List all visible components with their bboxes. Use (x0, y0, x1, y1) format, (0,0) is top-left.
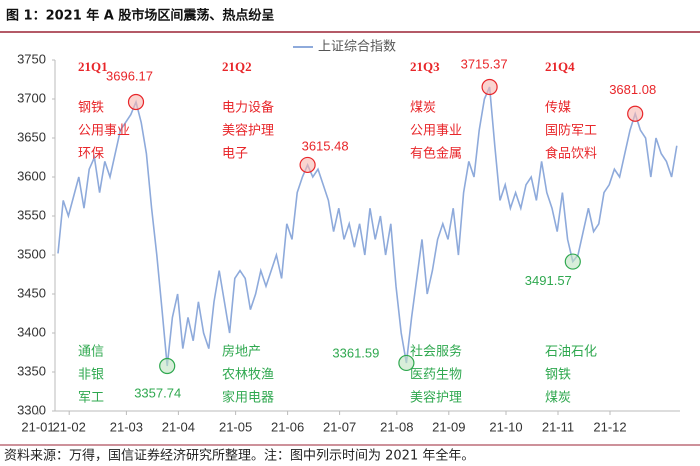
bottom-sector: 非银 (78, 368, 104, 383)
x-tick-label: 21-12 (593, 419, 626, 434)
top-sector: 公用事业 (78, 124, 130, 139)
top-sector: 美容护理 (222, 123, 274, 139)
bottom-sector: 煤炭 (545, 391, 571, 406)
bottom-sector: 军工 (78, 391, 104, 406)
x-tick-label: 21-02 (53, 419, 86, 434)
y-tick-label: 3550 (17, 207, 46, 222)
x-tick-label: 21-01 (21, 419, 54, 434)
point-label: 3696.17 (106, 68, 153, 83)
point-label: 3681.08 (609, 82, 656, 97)
highlight-point (127, 93, 145, 111)
highlight-point (398, 354, 415, 372)
top-sector: 公用事业 (410, 124, 462, 139)
y-tick-label: 3300 (17, 402, 46, 417)
y-tick-label: 3650 (17, 129, 46, 144)
point-label: 3361.59 (332, 345, 379, 360)
bottom-sector: 通信 (78, 345, 104, 360)
bottom-sector: 美容护理 (410, 390, 462, 406)
x-tick-label: 21-03 (110, 419, 143, 434)
bottom-sector: 房地产 (222, 344, 261, 360)
bottom-sector: 农林牧渔 (222, 368, 274, 383)
y-tick-label: 3600 (17, 168, 46, 183)
point-label: 3357.74 (134, 385, 181, 400)
quarter-label: 21Q2 (222, 59, 252, 74)
top-sector: 钢铁 (78, 101, 104, 116)
x-tick-label: 21-10 (489, 419, 522, 434)
quarter-label: 21Q1 (78, 59, 108, 74)
y-tick-label: 3700 (17, 90, 46, 105)
top-sector: 环保 (78, 147, 104, 162)
quarter-label: 21Q4 (545, 59, 575, 74)
source-note: 资料来源：万得，国信证券经济研究所整理。注：图中列示时间为 2021 年全年。 (4, 448, 474, 464)
top-sector: 电力设备 (222, 100, 274, 116)
y-tick-label: 3350 (17, 363, 46, 378)
x-tick-label: 21-09 (432, 419, 465, 434)
top-sector: 国防军工 (545, 123, 597, 139)
top-sector: 食品饮料 (545, 146, 597, 162)
x-tick-label: 21-07 (323, 419, 356, 434)
point-label: 3715.37 (461, 56, 508, 71)
highlight-point (159, 357, 176, 375)
bottom-sector: 钢铁 (545, 368, 571, 383)
point-label: 3491.57 (525, 273, 572, 288)
legend-label: 上证综合指数 (318, 40, 396, 55)
x-tick-label: 21-06 (271, 419, 304, 434)
bottom-sector: 社会服务 (410, 344, 462, 360)
y-tick-label: 3750 (17, 51, 46, 66)
highlight-point (299, 156, 316, 174)
y-tick-label: 3400 (17, 324, 46, 339)
x-tick-label: 21-08 (380, 419, 413, 434)
quarter-label: 21Q3 (410, 59, 440, 74)
bottom-sector: 石油石化 (545, 345, 597, 360)
x-tick-label: 21-05 (219, 419, 252, 434)
highlight-point (627, 105, 644, 122)
top-sector: 有色金属 (410, 146, 462, 162)
top-sector: 煤炭 (410, 101, 436, 116)
highlight-point (564, 253, 581, 270)
bottom-sector: 家用电器 (222, 390, 274, 406)
y-tick-label: 3500 (17, 246, 46, 261)
point-label: 3615.48 (302, 138, 349, 153)
x-tick-label: 21-04 (162, 419, 195, 434)
highlight-point (481, 78, 498, 96)
top-sector: 传媒 (545, 101, 571, 116)
chart-title: 图 1：2021 年 A 股市场区间震荡、热点纷呈 (6, 8, 274, 24)
x-tick-label: 21-11 (542, 419, 574, 434)
y-tick-label: 3450 (17, 285, 46, 300)
bottom-sector: 医药生物 (410, 368, 462, 383)
top-sector: 电子 (222, 147, 248, 162)
